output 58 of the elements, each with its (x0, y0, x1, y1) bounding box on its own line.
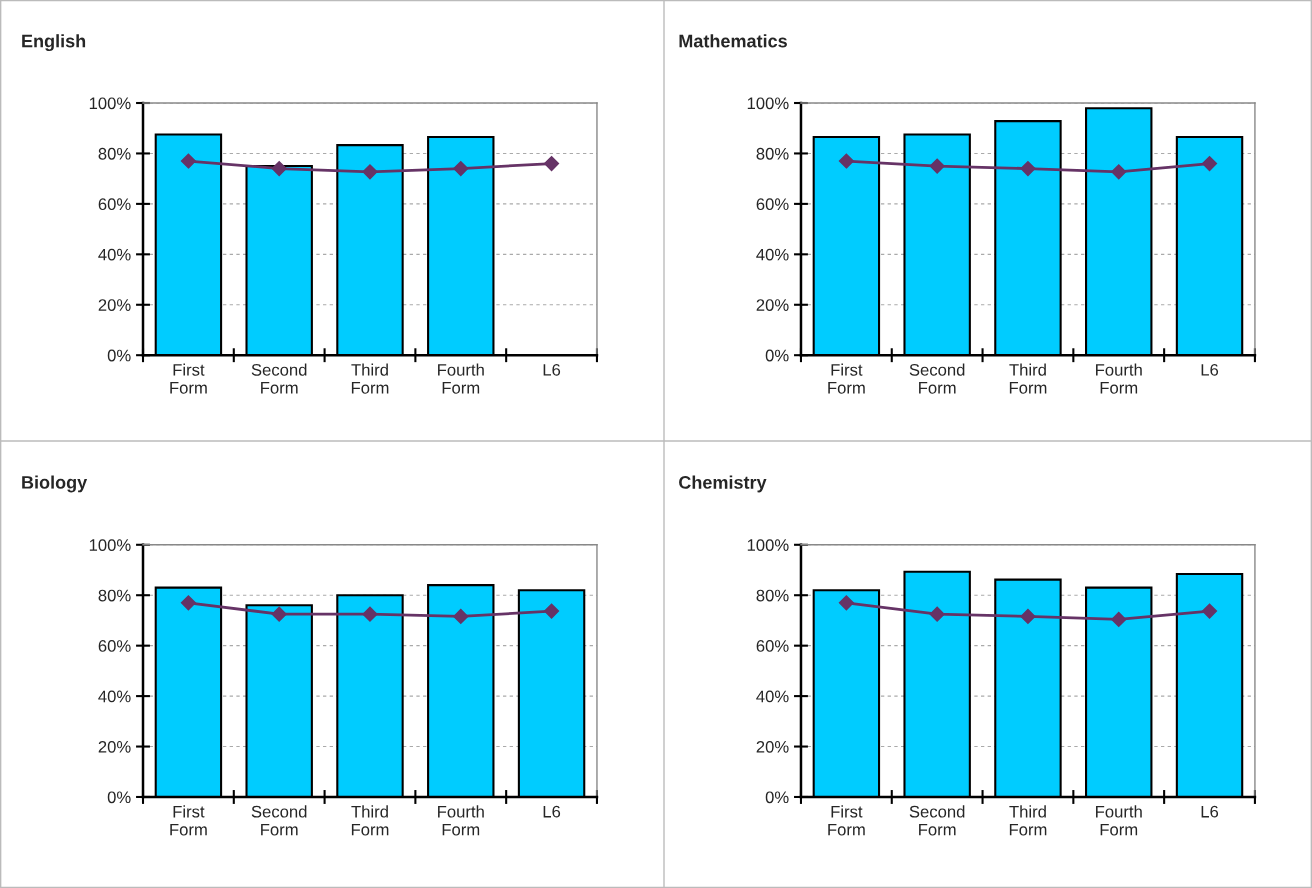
x-tick-label: Third Form (1009, 363, 1047, 394)
y-tick-label: 20% (756, 740, 789, 753)
y-tick-label: 100% (747, 97, 789, 110)
y-tick-label: 20% (98, 740, 131, 753)
y-tick-label: 60% (756, 198, 789, 211)
point (1020, 608, 1036, 624)
point (838, 595, 854, 611)
x-tick-label: L6 (1201, 805, 1219, 818)
chart-title: English (22, 34, 86, 52)
x-tick-label: L6 (543, 805, 561, 818)
y-tick-label: 0% (107, 791, 131, 804)
x-tick-label: Second Form (909, 805, 965, 836)
x-tick-label: Second Form (251, 805, 307, 836)
point (929, 158, 945, 174)
point (1111, 164, 1127, 180)
point (1201, 155, 1218, 172)
point (1201, 603, 1218, 619)
x-tick-label: First Form (828, 363, 865, 394)
y-tick-label: 80% (756, 147, 789, 160)
x-tick-label: Fourth Form (1096, 805, 1142, 836)
y-tick-label: 40% (98, 690, 131, 703)
x-tick-label: Third Form (351, 805, 389, 836)
y-tick-label: 60% (98, 640, 131, 652)
y-tick-label: 40% (756, 690, 789, 703)
y-tick-label: 100% (89, 539, 131, 551)
y-tick-label: 60% (98, 198, 131, 211)
y-tick-label: 60% (756, 640, 789, 652)
y-tick-label: 0% (765, 791, 789, 804)
point (1111, 611, 1127, 628)
y-tick-label: 100% (89, 97, 131, 110)
point (1020, 161, 1036, 177)
x-tick-label: First Form (170, 363, 207, 394)
x-tick-label: Fourth Form (1096, 363, 1142, 394)
x-tick-label: Third Form (351, 363, 389, 394)
x-tick-label: First Form (828, 805, 865, 836)
x-tick-label: First Form (170, 805, 207, 836)
x-tick-label: Fourth Form (438, 363, 484, 394)
y-tick-label: 40% (756, 248, 789, 261)
x-tick-label: L6 (1201, 363, 1219, 376)
y-tick-label: 0% (765, 349, 789, 362)
y-tick-label: 0% (107, 349, 131, 362)
y-tick-label: 80% (98, 147, 131, 160)
x-tick-label: Fourth Form (438, 805, 484, 836)
chart-title: Chemistry (679, 475, 767, 493)
x-tick-label: Second Form (909, 363, 965, 394)
chart-title: Mathematics (679, 34, 787, 48)
chart-title: Biology (22, 475, 88, 493)
x-tick-label: Second Form (251, 363, 307, 394)
y-tick-label: 80% (756, 589, 789, 602)
y-tick-label: 20% (756, 299, 789, 311)
y-tick-label: 20% (98, 299, 131, 311)
x-tick-label: L6 (543, 363, 561, 376)
y-tick-label: 80% (98, 589, 131, 602)
y-tick-label: 100% (747, 539, 789, 551)
point (838, 153, 854, 169)
x-tick-label: Third Form (1009, 805, 1047, 836)
point (929, 606, 945, 622)
y-tick-label: 40% (98, 248, 131, 261)
